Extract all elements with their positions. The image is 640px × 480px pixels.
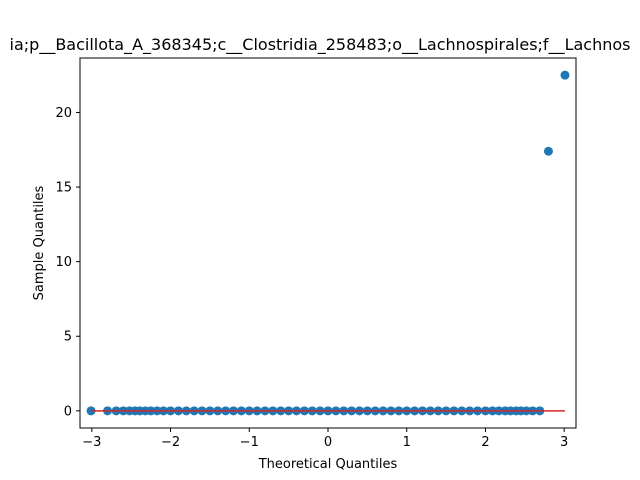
x-tick-label: 3	[560, 435, 568, 450]
x-tick-label: 1	[403, 435, 411, 450]
x-tick-label: 2	[481, 435, 489, 450]
y-tick-label: 10	[55, 255, 72, 270]
x-tick-label: −3	[82, 435, 101, 450]
x-tick-label: 0	[324, 435, 332, 450]
y-axis-label: Sample Quantiles	[32, 185, 47, 300]
y-ticks: 0 5 10 15 20	[55, 106, 80, 419]
chart-title: ia;p__Bacillota_A_368345;c__Clostridia_2…	[10, 35, 631, 55]
x-tick-label: −2	[161, 435, 180, 450]
y-tick-label: 0	[64, 404, 72, 419]
x-tick-label: −1	[240, 435, 259, 450]
y-tick-label: 20	[55, 106, 72, 121]
x-ticks: −3 −2 −1 0 1 2 3	[82, 428, 568, 450]
data-point	[560, 70, 570, 80]
data-point	[543, 146, 553, 156]
x-axis-label: Theoretical Quantiles	[258, 457, 398, 472]
y-tick-label: 15	[55, 181, 72, 196]
y-tick-label: 5	[64, 330, 72, 345]
